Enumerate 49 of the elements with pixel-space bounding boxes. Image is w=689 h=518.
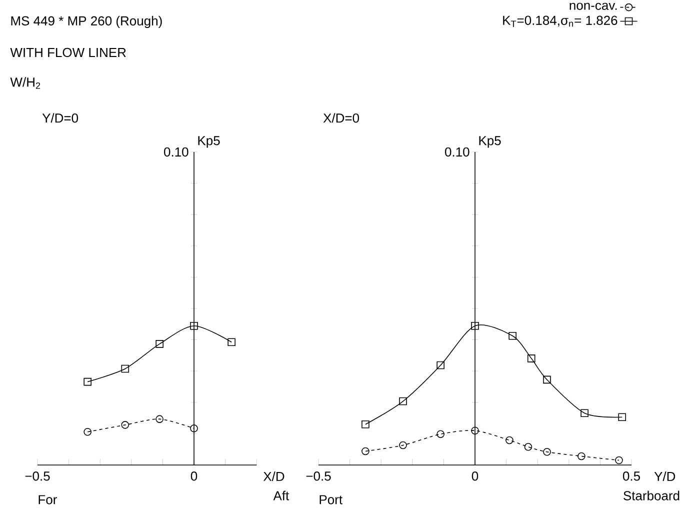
text: Starboard: [624, 490, 680, 500]
chart-title: X/D=0: [323, 113, 360, 123]
point: [190, 424, 198, 432]
x-tick-label: −0.5: [306, 472, 331, 481]
chart-title: Y/D=0: [42, 113, 78, 123]
text: For: [38, 495, 57, 504]
point: [471, 426, 479, 435]
point: [362, 447, 370, 456]
point: [156, 340, 164, 348]
point: [580, 409, 588, 417]
point: [399, 441, 407, 450]
text: 0.10: [445, 147, 470, 157]
x-tick-label: 0: [190, 472, 198, 481]
text: Port: [320, 495, 342, 504]
text: Kp5: [198, 136, 220, 148]
x-axis-title: Y/D: [654, 472, 676, 482]
x-tick-label: −0.5: [25, 472, 50, 481]
x-tick-label: 0: [472, 472, 478, 481]
point: [156, 415, 164, 423]
text: Kp5: [479, 136, 501, 148]
text: MS 449 * MP 260 (Rough): [11, 16, 162, 28]
text: W/H$_{2}$: [10, 77, 40, 89]
point: [471, 322, 479, 330]
text: 0.10: [164, 147, 188, 157]
x-axis-title: X/D: [263, 472, 284, 482]
point: [436, 361, 444, 370]
point: [618, 413, 626, 422]
text: Aft: [273, 490, 290, 500]
legend-label: non-cav.: [570, 2, 617, 10]
point: [121, 364, 130, 373]
point: [436, 430, 444, 438]
point: [527, 354, 536, 362]
x-tick-label: 0.5: [622, 472, 640, 481]
point: [84, 428, 92, 436]
point: [362, 420, 370, 428]
point: [228, 338, 236, 346]
point: [615, 456, 623, 464]
point: [121, 421, 130, 429]
legend-label: K$_{T}$=0.184,σ$_{n}$= 1.826: [503, 16, 618, 27]
point: [84, 378, 92, 386]
point: [578, 452, 586, 460]
point: [508, 332, 516, 340]
point: [506, 436, 514, 444]
text: WITH FLOW LINER: [10, 48, 126, 58]
point: [399, 397, 407, 406]
point: [543, 376, 551, 384]
point: [543, 448, 551, 456]
point: [524, 443, 532, 451]
point: [190, 322, 198, 330]
